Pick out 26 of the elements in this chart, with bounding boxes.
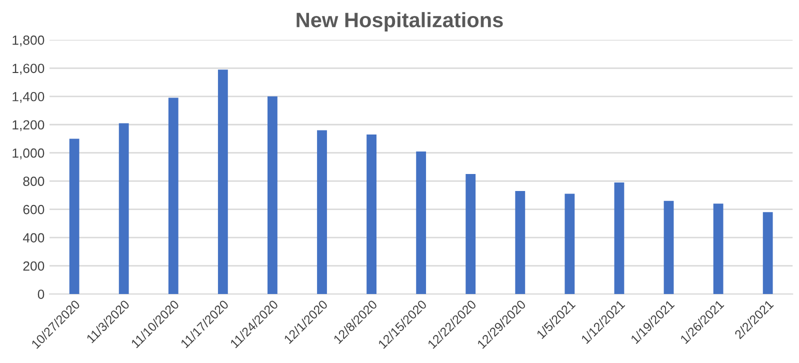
bar bbox=[118, 123, 129, 294]
bar bbox=[713, 204, 724, 294]
y-tick-label: 1,600 bbox=[12, 64, 44, 75]
bar bbox=[168, 98, 178, 294]
bar bbox=[366, 134, 376, 294]
bar bbox=[218, 70, 228, 294]
bar bbox=[762, 212, 773, 294]
bar bbox=[614, 182, 624, 294]
bar bbox=[268, 96, 278, 294]
bar bbox=[664, 200, 674, 294]
y-tick-label: 1,400 bbox=[12, 92, 44, 103]
chart-title: New Hospitalizations bbox=[296, 12, 503, 32]
bar bbox=[515, 190, 526, 294]
bar bbox=[69, 138, 80, 294]
bar bbox=[416, 151, 426, 294]
y-tick-label: 0 bbox=[38, 290, 44, 299]
y-tick-label: 600 bbox=[23, 204, 44, 214]
y-tick-label: 1,800 bbox=[12, 36, 44, 46]
bar bbox=[564, 194, 575, 294]
y-tick-label: 200 bbox=[23, 261, 44, 271]
bar bbox=[317, 130, 327, 294]
y-tick-label: 400 bbox=[22, 233, 44, 242]
y-tick-label: 800 bbox=[23, 176, 44, 186]
y-tick-label: 1,200 bbox=[12, 120, 44, 132]
bar bbox=[466, 174, 476, 294]
y-tick-label: 1,000 bbox=[12, 148, 44, 160]
